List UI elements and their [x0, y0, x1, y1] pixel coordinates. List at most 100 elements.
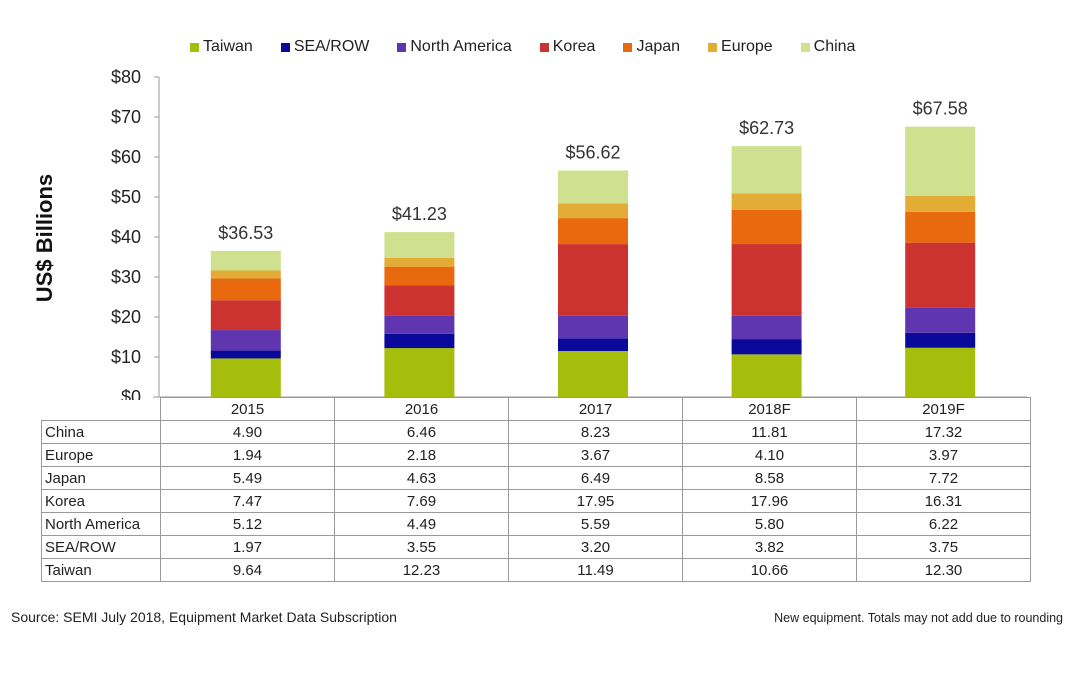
table-cell: 8.23: [508, 420, 683, 444]
table-cell: 3.20: [508, 535, 683, 559]
bar-segment-north-america: [558, 315, 628, 339]
total-label: $36.53: [218, 223, 273, 243]
bar-segment-north-america: [905, 307, 976, 333]
table-cell: 4.10: [682, 443, 857, 467]
bar-segment-korea: [731, 244, 802, 316]
bar-segment-china: [384, 232, 455, 258]
table-cell: 17.32: [856, 420, 1031, 444]
table-cell: 6.22: [856, 512, 1031, 536]
source-note: Source: SEMI July 2018, Equipment Market…: [11, 609, 397, 625]
table-cell: 5.12: [160, 512, 335, 536]
table-cell: 3.97: [856, 443, 1031, 467]
legend-item: Korea: [539, 37, 596, 57]
legend-swatch: [708, 42, 718, 52]
table-cell: 5.80: [682, 512, 857, 536]
legend: Taiwan SEA/ROW North America Korea Japan Euro…: [190, 37, 883, 57]
bar-segment-china: [210, 250, 281, 271]
bar-segment-japan: [905, 211, 976, 243]
table-row: Taiwan 9.64 12.23 11.49 10.66 12.30: [41, 558, 1031, 582]
table-cell: 4.90: [160, 420, 335, 444]
table-cell: 5.59: [508, 512, 683, 536]
table-cell: 3.55: [334, 535, 509, 559]
legend-swatch: [397, 42, 407, 52]
legend-label: China: [813, 38, 856, 55]
table-corner: [41, 397, 161, 421]
data-table: 2015 2016 2017 2018F 2019F China 4.90 6.46 8.23 1…: [41, 397, 1031, 582]
bar-segment-europe: [384, 257, 455, 267]
bar-segment-china: [905, 126, 976, 196]
table-cell: 3.82: [682, 535, 857, 559]
legend-item: SEA/ROW: [280, 37, 370, 57]
legend-swatch: [190, 42, 199, 52]
table-cell: 5.49: [160, 466, 335, 490]
table-header-row: 2015 2016 2017 2018F 2019F: [41, 397, 1031, 421]
legend-label: Japan: [636, 38, 681, 55]
bar-segment-japan: [731, 209, 802, 245]
bar-segment-sea-row: [210, 350, 281, 359]
total-label: $41.23: [392, 204, 447, 224]
y-tick-label: $60: [111, 147, 141, 167]
table-cell: 11.81: [682, 420, 857, 444]
legend-item: China: [800, 37, 856, 57]
table-cell: 8.58: [682, 466, 857, 490]
legend-label: North America: [410, 38, 512, 55]
bar-segment-north-america: [384, 315, 455, 334]
bar-segment-sea-row: [905, 332, 976, 348]
y-tick-label: $50: [111, 187, 141, 207]
y-tick-label: $20: [111, 307, 141, 327]
legend-label: Korea: [552, 38, 596, 55]
total-label: $62.73: [739, 118, 794, 138]
bar-segment-japan: [558, 218, 628, 245]
legend-label: Taiwan: [203, 38, 253, 55]
legend-label: SEA/ROW: [293, 38, 370, 55]
legend-item: Europe: [708, 37, 773, 57]
table-cell: 16.31: [856, 489, 1031, 513]
table-row: Korea 7.47 7.69 17.95 17.96 16.31: [41, 489, 1031, 513]
bar-segment-korea: [384, 285, 455, 316]
table-cell: 9.64: [160, 558, 335, 582]
bar-segment-china: [558, 170, 628, 204]
bar-segment-korea: [558, 244, 628, 316]
table-cell: 1.94: [160, 443, 335, 467]
table-row-label: North America: [41, 512, 161, 536]
table-row-label: China: [41, 420, 161, 444]
table-cell: 4.49: [334, 512, 509, 536]
bar-segment-europe: [905, 195, 976, 212]
bar-segment-china: [731, 146, 802, 194]
table-column-header: 2019F: [856, 397, 1031, 421]
bar-segment-japan: [210, 278, 281, 301]
y-tick-label: $40: [111, 227, 141, 247]
bar-segment-taiwan: [558, 351, 628, 397]
legend-item: North America: [397, 37, 512, 57]
table-row-label: Japan: [41, 466, 161, 490]
legend-item: Taiwan: [190, 37, 253, 57]
table-cell: 7.47: [160, 489, 335, 513]
table-cell: 17.95: [508, 489, 683, 513]
total-label: $56.62: [565, 143, 620, 163]
table-column-header: 2016: [334, 397, 509, 421]
table-row-label: Taiwan: [41, 558, 161, 582]
bar-segment-korea: [210, 300, 281, 331]
legend-label: Europe: [721, 38, 773, 55]
y-tick-label: $30: [111, 267, 141, 287]
table-column-header: 2015: [160, 397, 335, 421]
table-column-header: 2018F: [682, 397, 857, 421]
table-cell: 17.96: [682, 489, 857, 513]
table-cell: 4.63: [334, 466, 509, 490]
bar-segment-taiwan: [210, 358, 281, 397]
table-cell: 1.97: [160, 535, 335, 559]
y-tick-label: $10: [111, 347, 141, 367]
stacked-bar-chart: $0 $10 $20 $30 $40 $50 $60 $70 $80 $36.53 $41.23 $5…: [111, 67, 1027, 400]
total-label: $67.58: [913, 99, 968, 119]
table-row-label: SEA/ROW: [41, 535, 161, 559]
bar-segment-taiwan: [731, 354, 802, 397]
bar-segment-taiwan: [905, 347, 976, 397]
bar-segment-north-america: [210, 330, 281, 351]
table-row-label: Europe: [41, 443, 161, 467]
table-row: North America 5.12 4.49 5.59 5.80 6.22: [41, 512, 1031, 536]
table-row-label: Korea: [41, 489, 161, 513]
bar-segment-japan: [384, 266, 455, 286]
table-cell: 7.69: [334, 489, 509, 513]
table-cell: 10.66: [682, 558, 857, 582]
rounding-note: New equipment. Totals may not add due to…: [774, 611, 1063, 625]
